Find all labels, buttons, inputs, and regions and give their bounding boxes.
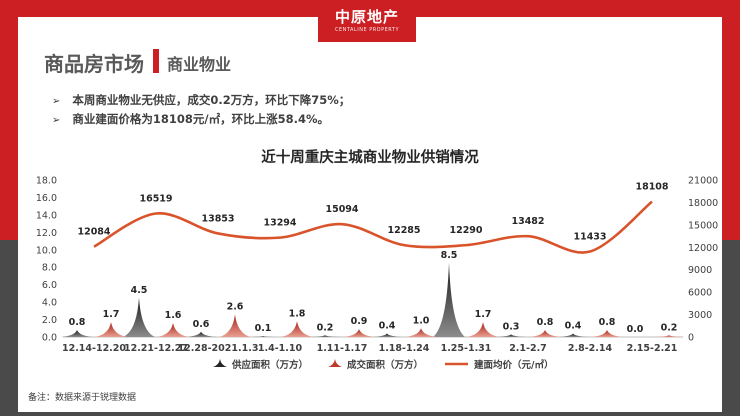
supply-data-label: 0.3 (503, 321, 520, 332)
right-axis-tick: 3000 (688, 310, 712, 321)
deal-data-label: 0.9 (351, 316, 368, 327)
deal-spike (95, 322, 127, 337)
right-axis-tick: 21000 (688, 176, 718, 187)
supply-spike (495, 334, 527, 337)
deal-spike (591, 330, 623, 337)
supply-data-label: 0.2 (317, 322, 334, 333)
deal-spike (157, 323, 189, 337)
left-axis-tick: 6.0 (42, 280, 57, 291)
supply-spike (61, 330, 93, 337)
deal-spike (529, 330, 561, 337)
left-axis-tick: 0.0 (42, 333, 57, 344)
deal-spike (653, 335, 685, 337)
left-axis-tick: 18.0 (36, 176, 57, 187)
x-axis-tick: 1.11-1.17 (317, 343, 368, 354)
price-data-label: 16519 (139, 194, 172, 205)
deal-data-label: 2.6 (227, 301, 244, 312)
supply-data-label: 0.8 (69, 317, 86, 328)
brand-logo: 中原地产 CENTALINE PROPERTY (318, 0, 416, 42)
bullet-text-1: 本周商业物业无供应，成交0.2万方，环比下降75%； (72, 93, 351, 107)
x-axis-tick: 2.8-2.14 (568, 343, 613, 354)
supply-data-label: 0.0 (627, 324, 644, 335)
price-data-label: 11433 (573, 232, 606, 243)
supply-spike (557, 333, 589, 337)
supply-spike (309, 335, 341, 337)
price-data-label: 13482 (511, 216, 544, 227)
arrow-icon: ➢ (52, 115, 61, 126)
x-axis-tick: 1.25-1.31 (441, 343, 492, 354)
x-axis-tick: 12.21-12.27 (124, 343, 188, 354)
left-axis-tick: 14.0 (36, 210, 57, 221)
deal-data-label: 0.2 (661, 322, 678, 333)
left-axis-tick: 8.0 (42, 263, 57, 274)
price-data-label: 12290 (449, 225, 482, 236)
right-axis-tick: 6000 (688, 288, 712, 299)
deal-data-label: 1.8 (289, 308, 306, 319)
deal-data-label: 1.7 (475, 309, 492, 320)
legend-deal-swatch (328, 359, 342, 367)
deal-spike (343, 329, 375, 337)
x-axis-tick: 12.14-12.20 (62, 343, 126, 354)
legend-supply-label: 供应面积（万方） (231, 359, 308, 371)
x-axis-tick: 1.4-1.10 (258, 343, 303, 354)
price-data-label: 13294 (263, 218, 296, 229)
price-data-label: 15094 (325, 204, 358, 215)
logo-subtext: CENTALINE PROPERTY (334, 27, 400, 33)
deal-spike (219, 314, 251, 337)
deal-data-label: 0.8 (537, 317, 554, 328)
price-line (93, 200, 653, 254)
left-axis-tick: 4.0 (42, 298, 57, 309)
deal-spike (281, 321, 313, 337)
x-axis-tick: 2.1-2.7 (509, 343, 547, 354)
title-divider (153, 49, 159, 73)
footnote: 备注：数据来源于锐理数据 (28, 393, 137, 403)
deal-data-label: 1.0 (413, 315, 430, 326)
logo-text: 中原地产 (334, 8, 399, 26)
price-data-label: 13853 (201, 213, 234, 224)
supply-spike (433, 262, 465, 337)
right-axis-tick: 0 (688, 333, 694, 344)
arrow-icon: ➢ (52, 96, 61, 107)
left-axis-tick: 12.0 (36, 228, 57, 239)
chart-title: 近十周重庆主城商业物业供销情况 (261, 150, 479, 166)
legend-supply-swatch (213, 359, 227, 367)
left-axis-tick: 16.0 (36, 193, 57, 204)
x-axis-tick: 2.15-2.21 (627, 343, 678, 354)
deal-data-label: 0.8 (599, 317, 616, 328)
page-subtitle: 商业物业 (167, 55, 232, 74)
bullet-item-2: ➢ 商业建面价格为18108元/㎡，环比上涨58.4%。 (52, 111, 329, 127)
content-card (18, 17, 722, 412)
x-axis-tick: 12.28-2021.1.3 (178, 343, 259, 354)
legend-deal-label: 成交面积（万方） (347, 359, 423, 371)
right-axis-tick: 9000 (688, 265, 712, 276)
bullet-item-1: ➢ 本周商业物业无供应，成交0.2万方，环比下降75%； (52, 92, 350, 108)
price-data-label: 18108 (635, 182, 668, 193)
supply-spike (247, 336, 279, 337)
deal-data-label: 1.7 (103, 309, 120, 320)
supply-data-label: 8.5 (441, 250, 458, 261)
page-title: 商品房市场 (44, 52, 144, 76)
supply-data-label: 0.6 (193, 319, 210, 330)
supply-spike (185, 331, 217, 337)
supply-data-label: 0.1 (255, 323, 272, 334)
deal-spike (405, 328, 437, 337)
right-axis-tick: 15000 (688, 220, 718, 231)
deal-spike (467, 322, 499, 337)
deal-data-label: 1.6 (165, 310, 182, 321)
supply-data-label: 0.4 (379, 321, 396, 332)
price-data-label: 12084 (77, 227, 110, 238)
supply-data-label: 4.5 (131, 285, 148, 296)
legend-price-label: 建面均价（元/㎡） (473, 359, 553, 371)
left-axis-tick: 10.0 (36, 245, 57, 256)
bullet-text-2: 商业建面价格为18108元/㎡，环比上涨58.4%。 (72, 112, 329, 126)
right-axis-tick: 12000 (688, 243, 718, 254)
supply-spike (371, 333, 403, 337)
supply-data-label: 0.4 (565, 321, 582, 332)
x-axis-tick: 1.18-1.24 (379, 343, 430, 354)
supply-spike (123, 297, 155, 337)
price-data-label: 12285 (387, 225, 420, 236)
left-axis-tick: 2.0 (42, 315, 57, 326)
right-axis-tick: 18000 (688, 198, 718, 209)
